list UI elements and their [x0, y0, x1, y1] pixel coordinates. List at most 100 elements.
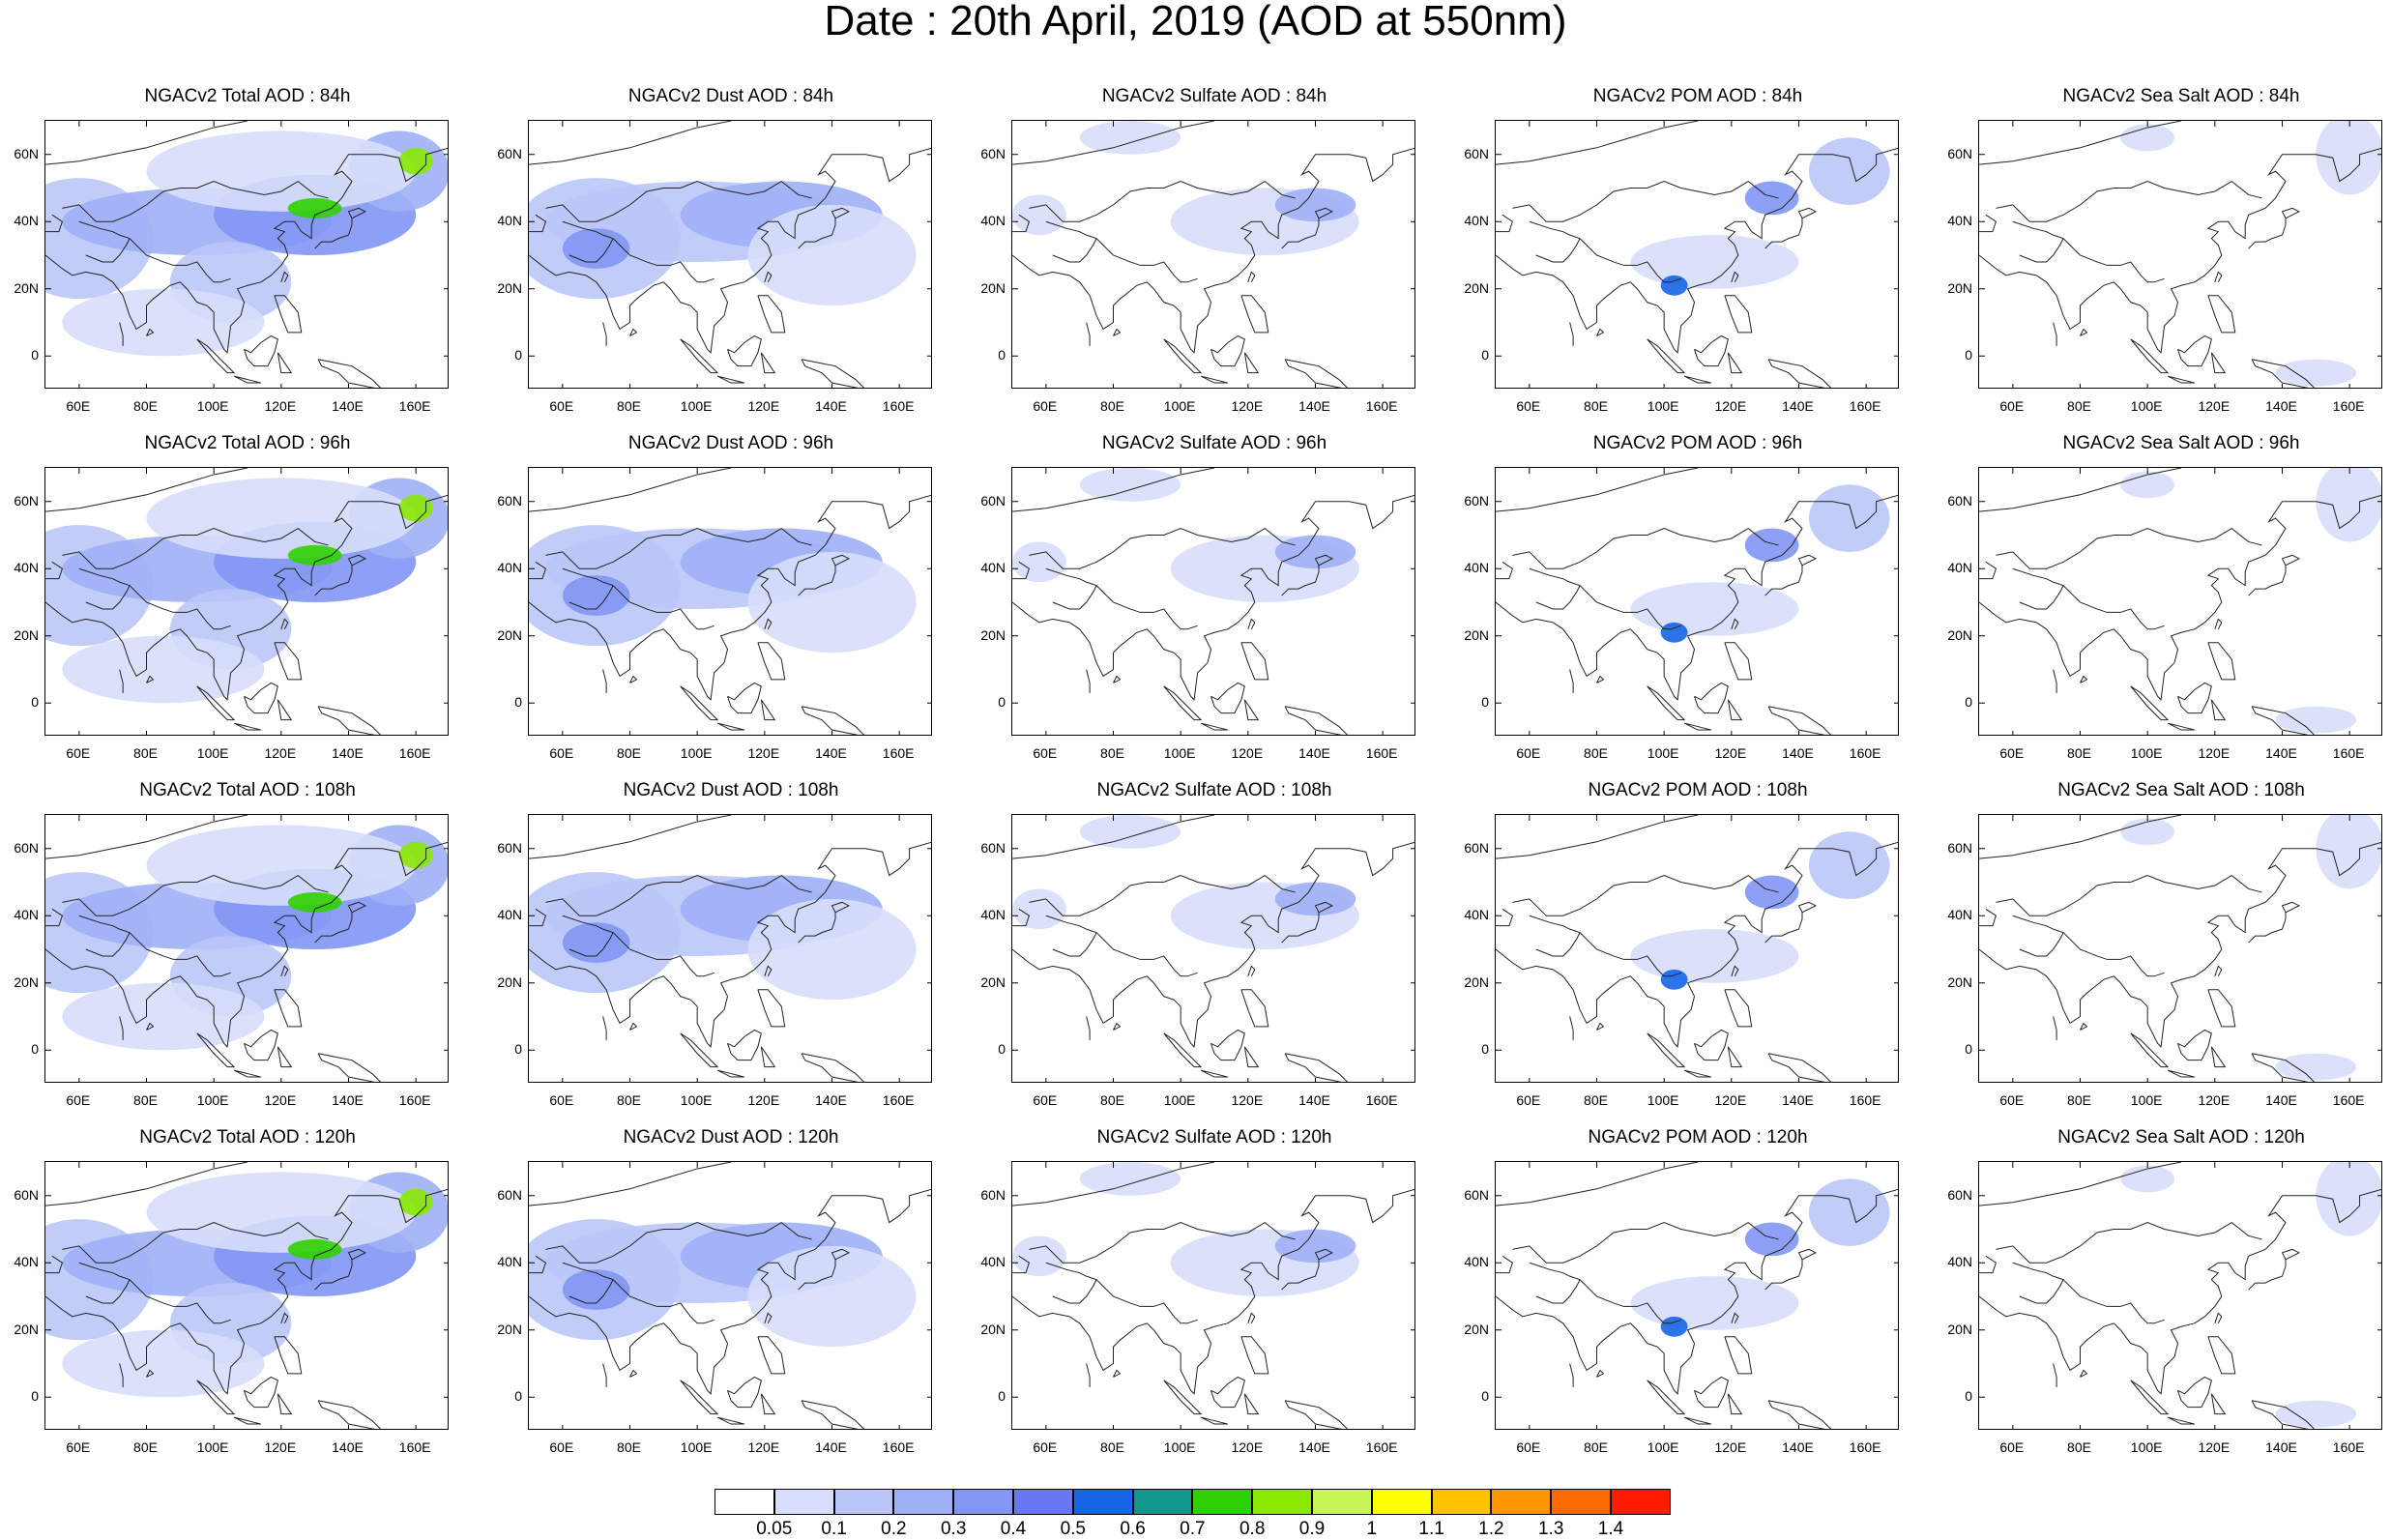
aod-region [747, 1245, 917, 1348]
colorbar-swatch [714, 1489, 774, 1515]
coastline [760, 699, 776, 721]
lat-tick-label: 20N [14, 279, 39, 296]
coastline [764, 271, 773, 283]
lon-tick-label: 60E [66, 745, 91, 761]
aod-region [1744, 875, 1799, 910]
lon-tick-label: 100E [1647, 1092, 1679, 1108]
aod-region [562, 922, 630, 963]
coastline [274, 989, 303, 1028]
coastline [1243, 352, 1260, 374]
coastline [2019, 238, 2064, 263]
aod-field-map [529, 121, 931, 388]
lon-tick-label: 140E [2265, 398, 2297, 414]
lon-tick-label: 80E [133, 398, 158, 414]
coastline [1496, 494, 1898, 701]
coastline [1496, 815, 1699, 859]
coastline [760, 1046, 776, 1068]
coastline [1569, 1363, 1574, 1387]
coastline [85, 1279, 131, 1304]
coastline [1163, 685, 1203, 721]
coastline [1086, 1363, 1091, 1387]
lat-tick-label: 40N [980, 907, 1006, 923]
lon-tick-label: 160E [2332, 1092, 2365, 1108]
lat-tick-label: 40N [497, 560, 522, 576]
colorbar-swatch [953, 1489, 1013, 1515]
lon-tick-label: 120E [1231, 1092, 1264, 1108]
coastline [1764, 1248, 1818, 1291]
coastline [2167, 722, 2196, 731]
coastline [1764, 207, 1818, 249]
lon-tick-label: 140E [1782, 398, 1814, 414]
coastline [1694, 1376, 1729, 1409]
coastline [1727, 1393, 1743, 1415]
coastline [277, 1393, 293, 1415]
coastline [760, 352, 776, 374]
aod-region [2275, 706, 2357, 734]
aod-field-map [1979, 468, 2381, 735]
aod-region [287, 1238, 342, 1260]
lat-tick-label: 40N [1947, 1254, 1972, 1270]
lat-tick-label: 0 [1965, 1388, 1972, 1405]
aod-region [1012, 1235, 1066, 1277]
lon-tick-label: 120E [2198, 1092, 2231, 1108]
aod-region [1808, 137, 1890, 205]
lon-tick-label: 60E [549, 398, 574, 414]
coastline [1529, 567, 1681, 630]
map-panel: NGACv2 Sulfate AOD : 84h 60N 40N 20N 0 60E 80E… [980, 86, 1415, 414]
aod-region [62, 635, 265, 704]
coastline [2080, 328, 2088, 336]
lat-tick-label: 0 [31, 694, 39, 711]
lat-tick-label: 0 [31, 1041, 39, 1058]
lon-tick-label: 80E [1100, 745, 1124, 761]
coastline [2053, 669, 2057, 693]
coastline [1694, 1029, 1729, 1061]
lon-tick-label: 80E [1584, 398, 1608, 414]
coastline [569, 1279, 614, 1304]
map-panel: NGACv2 Sulfate AOD : 108h 60N 40N 20N 0 60E 80… [980, 780, 1415, 1108]
lon-tick-label: 140E [332, 745, 364, 761]
coastline [1012, 468, 1215, 512]
coastline [680, 338, 719, 374]
map-panel: NGACv2 POM AOD : 96h 60N 40N 20N 0 60E 80E 100E… [1464, 433, 1899, 761]
coastline [1284, 706, 1349, 735]
lon-tick-label: 120E [2198, 398, 2231, 414]
coastline [277, 352, 293, 374]
aod-region [1744, 1222, 1799, 1257]
lat-tick-label: 20N [14, 1321, 39, 1337]
lat-tick-label: 60N [497, 145, 522, 161]
map-frame [1978, 467, 2382, 736]
aod-region [562, 575, 630, 616]
coastline [2214, 271, 2223, 283]
coastline [1512, 1221, 1779, 1264]
coastline [78, 1262, 231, 1324]
coastline [119, 1363, 124, 1387]
aod-region [1744, 528, 1799, 563]
coastline [280, 618, 289, 630]
lat-tick-label: 40N [1947, 560, 1972, 576]
lon-tick-label: 80E [617, 1439, 641, 1455]
aod-field-map [1496, 468, 1898, 735]
lon-tick-label: 80E [617, 1092, 641, 1108]
coastline [244, 1029, 278, 1061]
coastline [716, 1416, 745, 1425]
coastline [529, 908, 547, 927]
coastline [716, 722, 745, 731]
coastline [1113, 675, 1122, 683]
coastline [1979, 908, 1997, 927]
coastline [2207, 295, 2236, 334]
aod-field-map [1496, 1162, 1898, 1429]
coastline [1012, 908, 1031, 927]
lat-tick-label: 20N [14, 626, 39, 643]
lon-tick-label: 80E [1584, 745, 1608, 761]
lon-tick-label: 120E [2198, 745, 2231, 761]
lon-tick-label: 80E [1584, 1092, 1608, 1108]
lon-tick-label: 120E [747, 1439, 780, 1455]
aod-field-map [1979, 121, 2381, 388]
aod-region [1012, 194, 1066, 236]
lon-tick-label: 80E [133, 745, 158, 761]
coastline [1731, 1312, 1739, 1324]
lon-tick-label: 160E [1365, 398, 1398, 414]
coastline [62, 874, 329, 916]
lon-tick-label: 140E [332, 398, 364, 414]
lon-tick-label: 120E [264, 1092, 297, 1108]
